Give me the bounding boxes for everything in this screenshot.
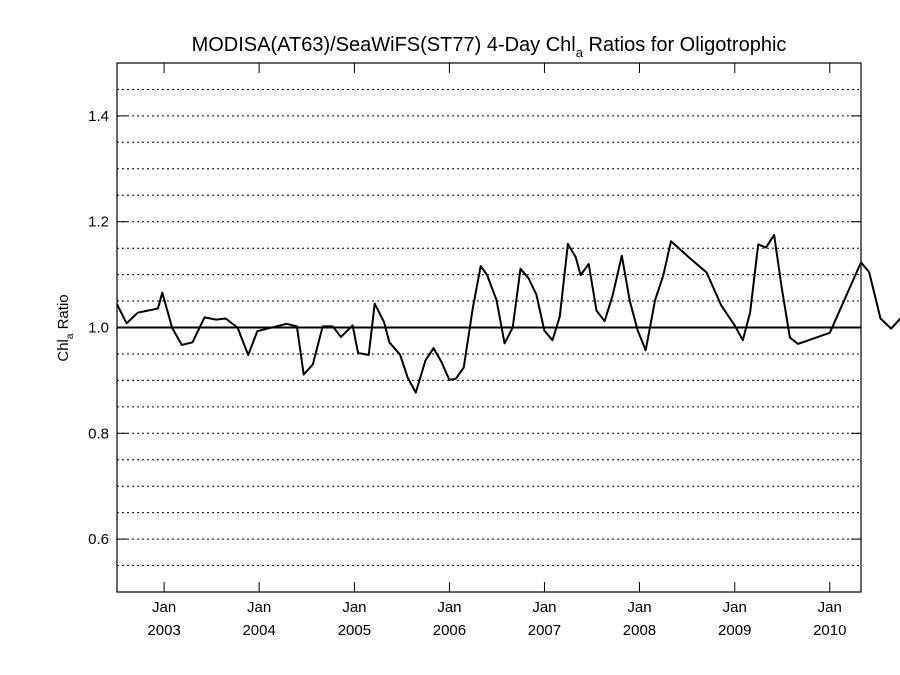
x-tick-label-month: Jan xyxy=(627,599,651,616)
y-ticks: 0.6 0.8 1.0 1.2 1.4 xyxy=(88,108,861,548)
x-tick-label-month: Jan xyxy=(818,599,842,616)
x-tick-label-year: 2003 xyxy=(147,622,180,639)
x-tick-label-year: 2008 xyxy=(623,622,656,639)
y-tick-label: 0.6 xyxy=(88,531,109,548)
x-tick-label-month: Jan xyxy=(437,599,461,616)
chart-title-subscript: a xyxy=(576,45,584,60)
y-axis-label-main: Chl xyxy=(55,339,72,362)
x-tick-label-year: 2009 xyxy=(718,622,751,639)
chart-title-rest: Ratios for Oligotrophic xyxy=(583,34,786,56)
y-axis-label: Chla Ratio xyxy=(55,294,76,361)
x-tick-label-month: Jan xyxy=(247,599,271,616)
y-tick-label: 1.2 xyxy=(88,214,109,231)
x-tick-label-month: Jan xyxy=(152,599,176,616)
x-tick-label-month: Jan xyxy=(723,599,747,616)
x-tick-label-year: 2006 xyxy=(433,622,466,639)
x-tick-label-year: 2007 xyxy=(528,622,561,639)
x-tick-label-month: Jan xyxy=(342,599,366,616)
grid-lines xyxy=(117,89,861,566)
x-tick-label-year: 2005 xyxy=(338,622,371,639)
x-tick-label-year: 2010 xyxy=(813,622,846,639)
y-tick-label: 0.8 xyxy=(88,425,109,442)
x-tick-label-year: 2004 xyxy=(242,622,275,639)
chart-title-main: MODISA(AT63)/SeaWiFS(ST77) 4-Day Chl xyxy=(192,34,576,56)
y-tick-label: 1.4 xyxy=(88,108,109,125)
y-axis-label-subscript: a xyxy=(65,333,76,339)
y-axis-label-rest: Ratio xyxy=(55,294,72,333)
x-tick-label-month: Jan xyxy=(532,599,556,616)
y-tick-label: 1.0 xyxy=(88,320,109,337)
chart-title: MODISA(AT63)/SeaWiFS(ST77) 4-Day Chla Ra… xyxy=(192,34,787,60)
series-line-ratio xyxy=(116,233,900,394)
x-ticks: Jan 2003 Jan 2004 Jan 2005 Jan 2006 Jan 2007 Jan 20… xyxy=(147,63,846,639)
